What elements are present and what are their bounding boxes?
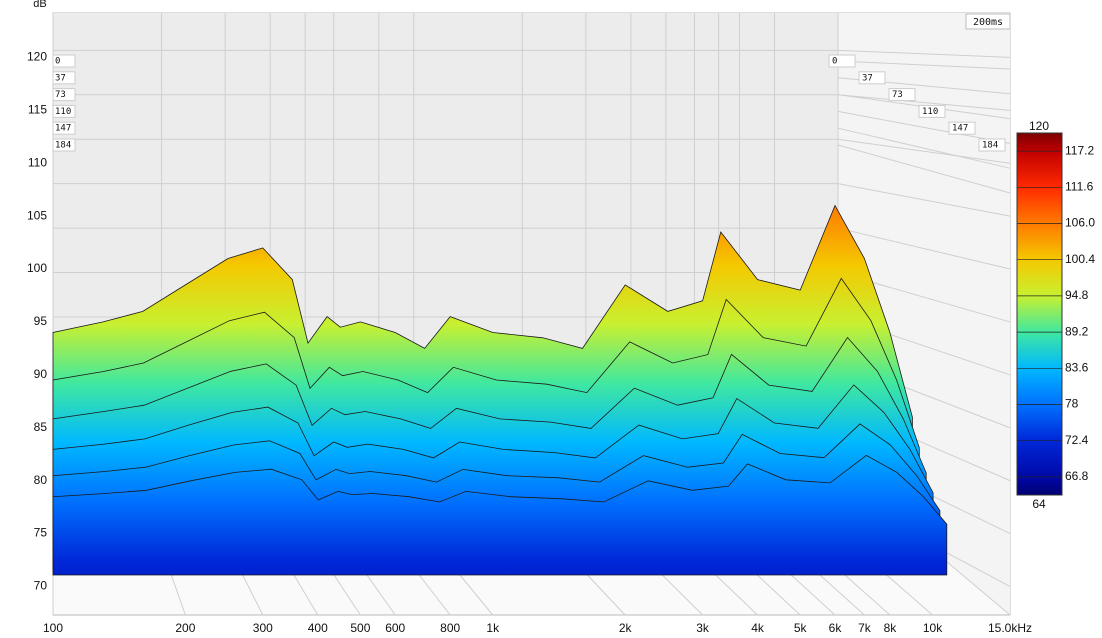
y-tick-label: 95 — [34, 314, 48, 328]
x-tick-label: 4k — [751, 621, 765, 635]
y-tick-label: 80 — [34, 473, 48, 487]
x-tick-label: 600 — [385, 621, 405, 635]
x-tick-label: 15.0kHz — [988, 621, 1032, 635]
grid-line — [837, 94, 1011, 111]
y-tick-label: 110 — [28, 155, 47, 169]
x-tick-label: 10k — [923, 621, 943, 635]
time-tick-label: 0 — [55, 57, 60, 67]
time-tick-box — [828, 54, 856, 68]
time-tick-label: 147 — [55, 124, 71, 134]
time-label-box — [965, 13, 1011, 30]
colorbar-tick-label: 66.8 — [1065, 469, 1089, 483]
grid-line — [837, 227, 1011, 270]
y-tick-label: 105 — [27, 208, 47, 222]
colorbar-tick-label: 100.4 — [1065, 252, 1095, 266]
grid-line — [837, 49, 1011, 58]
colorbar-tick-label: 117.2 — [1065, 143, 1094, 157]
time-tick-box — [918, 104, 946, 118]
time-tick-box — [858, 71, 886, 85]
y-tick-label: 75 — [34, 526, 48, 540]
grid-line — [837, 127, 1011, 169]
colorbar-tick-label: 78 — [1065, 397, 1079, 411]
x-tick-label: 1k — [486, 621, 500, 635]
x-tick-label: 200 — [175, 621, 195, 635]
time-tick-box — [888, 88, 916, 102]
time-range-label: 200ms — [973, 17, 1003, 28]
y-tick-label: 85 — [34, 420, 48, 434]
time-tick-label: 110 — [55, 107, 71, 117]
time-tick-label: 147 — [952, 124, 968, 134]
colorbar-tick-label: 83.6 — [1065, 360, 1089, 374]
colorbar-tick-label: 111.6 — [1065, 179, 1094, 193]
time-tick-box — [52, 104, 76, 118]
x-tick-label: 7k — [858, 621, 872, 635]
x-tick-label: 2k — [619, 621, 633, 635]
time-tick-box — [948, 121, 976, 135]
y-tick-label: 100 — [27, 261, 47, 275]
x-tick-label: 8k — [884, 621, 898, 635]
x-tick-label: 500 — [350, 621, 370, 635]
time-tick-label: 0 — [832, 57, 837, 67]
colorbar-tick-label: 94.8 — [1065, 288, 1089, 302]
y-tick-label: 70 — [34, 579, 48, 593]
colorbar-tick-label: 106.0 — [1065, 216, 1095, 230]
time-tick-box — [978, 138, 1006, 152]
x-tick-label: 3k — [696, 621, 710, 635]
x-tick-label: 5k — [794, 621, 808, 635]
time-tick-label: 73 — [892, 90, 903, 100]
colorbar — [1016, 132, 1063, 496]
x-tick-label: 6k — [829, 621, 843, 635]
time-tick-label: 184 — [982, 141, 998, 151]
y-axis-label: dB — [33, 0, 46, 10]
time-tick-label: 110 — [922, 107, 938, 117]
x-tick-label: 300 — [253, 621, 273, 635]
time-tick-box — [52, 88, 76, 102]
grid-line — [837, 110, 1011, 144]
time-tick-box — [52, 71, 76, 85]
grid-line — [837, 60, 1011, 70]
colorbar-max-label: 120 — [1029, 119, 1049, 133]
grid-line — [837, 138, 1011, 164]
time-tick-box — [52, 138, 76, 152]
time-tick-box — [52, 54, 76, 68]
colorbar-min-label: 64 — [1032, 497, 1046, 511]
y-tick-label: 115 — [28, 103, 47, 117]
time-tick-box — [52, 121, 76, 135]
time-tick-label: 184 — [55, 141, 71, 151]
time-tick-label: 73 — [55, 90, 66, 100]
y-tick-label: 90 — [34, 367, 48, 381]
x-tick-label: 100 — [43, 621, 63, 635]
colorbar-tick-label: 89.2 — [1065, 324, 1089, 338]
x-tick-label: 400 — [308, 621, 328, 635]
grid-line — [837, 144, 1011, 194]
decay-slice — [52, 454, 948, 576]
time-tick-label: 37 — [862, 73, 873, 83]
colorbar-tick-label: 72.4 — [1065, 433, 1089, 447]
x-tick-label: 800 — [440, 621, 460, 635]
time-tick-label: 37 — [55, 73, 66, 83]
grid-line — [837, 183, 1011, 217]
y-tick-label: 120 — [27, 50, 47, 64]
